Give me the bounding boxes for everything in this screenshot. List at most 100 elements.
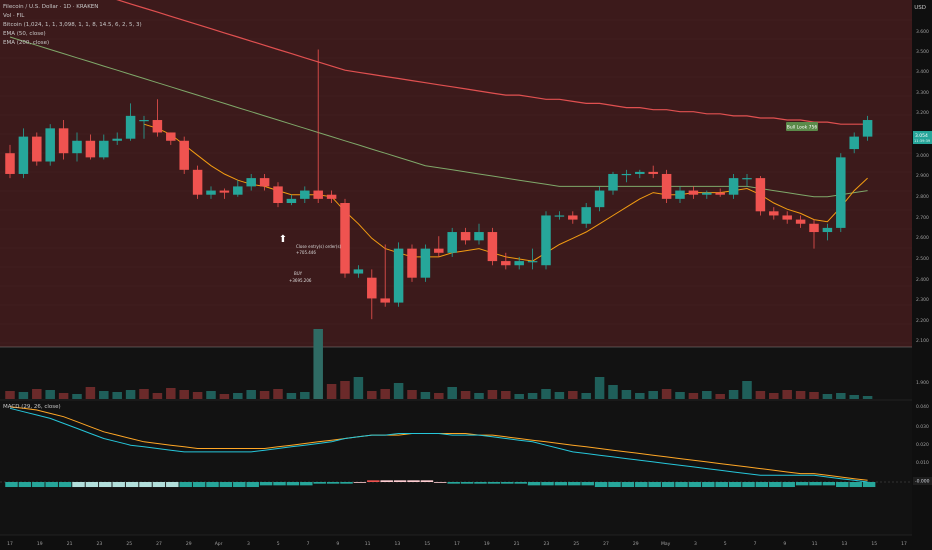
price-axis-background: [912, 0, 932, 550]
candle-body: [702, 192, 712, 195]
candle: [286, 194, 297, 206]
candle: [568, 211, 578, 224]
candle-body: [728, 178, 739, 195]
candle-body: [648, 171, 658, 174]
macd-histogram-bar: [849, 482, 862, 488]
date-tick-label: 25: [126, 541, 132, 547]
volume-bar: [152, 393, 163, 399]
macd-histogram-bar: [393, 480, 407, 482]
macd-histogram-bar: [313, 482, 326, 484]
candle-body: [18, 136, 29, 174]
candle: [246, 173, 256, 191]
candle: [527, 248, 538, 270]
date-tick-label: 23: [544, 541, 550, 547]
macd-histogram-bar: [635, 482, 648, 488]
candle-body: [527, 261, 538, 263]
macd-histogram-bar: [541, 482, 554, 486]
candle-body: [836, 157, 846, 228]
candle-body: [45, 128, 55, 162]
candle-body: [782, 215, 792, 220]
date-axis[interactable]: 17 19 21 23 25 27 29 Apr 3 5 7 9 11 13 15 17 19 21 23 25 27 2…: [7, 541, 907, 547]
price-pane-background: [0, 0, 912, 347]
macd-current-tag: [913, 477, 932, 485]
candle-body: [340, 203, 350, 274]
candle: [675, 186, 685, 204]
date-tick-label: 9: [336, 541, 339, 547]
candle-body: [58, 128, 69, 154]
candle: [822, 223, 833, 241]
volume-bar: [259, 391, 270, 399]
candle: [661, 169, 672, 204]
macd-legend[interactable]: MACD (29, 26, close): [3, 404, 61, 410]
candle-body: [755, 178, 766, 212]
candle-body: [286, 198, 297, 204]
date-tick-label: 5: [277, 541, 280, 547]
volume-bar: [527, 393, 538, 399]
candle-body: [125, 115, 136, 139]
price-axis[interactable]: 3.6003.5003.4003.3003.2003.1003.0002.900…: [916, 29, 929, 386]
volume-bar: [58, 393, 69, 399]
macd-histogram-bar: [447, 482, 460, 484]
candle: [594, 186, 605, 212]
macd-histogram-bar: [273, 482, 286, 486]
volume-bar: [139, 389, 149, 399]
volume-bar: [554, 392, 565, 399]
candle: [474, 223, 484, 245]
macd-histogram-bar: [487, 482, 501, 484]
macd-histogram-bar: [166, 482, 179, 488]
current-price-tag[interactable]: [913, 131, 932, 144]
volume-bar: [179, 390, 189, 399]
macd-histogram-bar: [594, 482, 608, 488]
legend-volume[interactable]: Vol · FIL: [3, 13, 25, 19]
candle: [32, 132, 42, 166]
macd-histogram-bar: [72, 482, 85, 488]
chart-legend[interactable]: Filecoin / U.S. Dollar · 1D · KRAKEN Vol…: [3, 3, 142, 48]
macd-histogram-bar: [822, 482, 836, 486]
price-tick-label: 2.800: [916, 194, 929, 200]
close-entry-value: +705.446: [296, 250, 316, 255]
legend-ema-50[interactable]: EMA (50, close): [3, 31, 46, 37]
candle: [179, 136, 189, 174]
close-entry-label: Close entry(s) order(s): [296, 244, 342, 249]
macd-histogram-bar: [420, 480, 434, 482]
candle-body: [474, 232, 484, 241]
buy-value: +3695.206: [289, 278, 312, 283]
candle-body: [608, 173, 618, 191]
volume-bar: [85, 387, 96, 399]
candle-body: [273, 186, 283, 204]
date-tick-label: 17: [7, 541, 13, 547]
macd-histogram-bar: [380, 480, 393, 482]
candle: [434, 236, 444, 257]
candle: [501, 252, 511, 270]
macd-current: -0.000: [915, 479, 930, 485]
volume-bar: [434, 393, 444, 399]
date-tick-label: 11: [812, 541, 818, 547]
legend-ema-200[interactable]: EMA (200, close): [3, 40, 50, 46]
volume-bar: [782, 390, 792, 399]
volume-bar: [862, 396, 873, 399]
candle-body: [621, 173, 632, 176]
volume-bar: [769, 393, 779, 399]
date-tick-label: 3: [694, 541, 697, 547]
volume-bar: [568, 391, 578, 399]
legend-symbol[interactable]: Filecoin / U.S. Dollar · 1D · KRAKEN: [3, 4, 99, 10]
volume-bar: [380, 389, 390, 399]
candle: [99, 134, 109, 160]
ema-200-path: [116, 0, 868, 125]
volume-bar: [45, 390, 55, 399]
volume-bar: [702, 391, 712, 399]
volume-bar: [407, 390, 417, 399]
candle-body: [635, 171, 645, 174]
candle: [648, 165, 658, 179]
macd-axis[interactable]: 0.040 0.030 0.020 0.010: [916, 404, 929, 466]
volume-bar: [608, 385, 618, 399]
legend-indicator[interactable]: Bitcoin (1,024, 1, 1, 3,098, 1, 1, 8, 14…: [3, 22, 142, 28]
macd-histogram-bar: [179, 482, 192, 488]
macd-plot: [0, 406, 912, 488]
candle-body: [233, 186, 243, 195]
macd-histogram-bar: [407, 480, 420, 482]
candle: [554, 211, 565, 220]
candle-body: [822, 227, 833, 233]
volume-bar: [219, 394, 230, 399]
